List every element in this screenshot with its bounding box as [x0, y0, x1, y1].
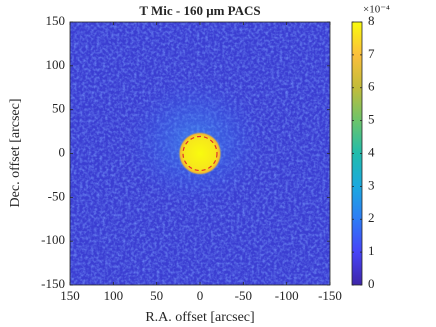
colorbar-tick-label: 4 — [368, 144, 375, 159]
x-axis-label: R.A. offset [arcsec] — [145, 310, 254, 325]
x-tick-label: -100 — [275, 288, 299, 303]
image-core — [178, 131, 222, 176]
x-tick-label: 0 — [197, 288, 204, 303]
colorbar-tick-label: 7 — [368, 46, 375, 61]
y-tick-label: 100 — [46, 57, 66, 72]
colorbar-tick-label: 0 — [368, 276, 375, 291]
colorbar-tick-label: 5 — [368, 112, 375, 127]
colorbar-scale-label: ×10⁻⁴ — [363, 4, 390, 16]
x-tick-label: -150 — [318, 288, 342, 303]
colorbar-tick-label: 6 — [368, 79, 375, 94]
y-tick-label: -150 — [41, 276, 65, 291]
x-tick-label: -50 — [235, 288, 252, 303]
colorbar-tick-label: 2 — [368, 210, 375, 225]
y-axis-label: Dec. offset [arcsec] — [8, 99, 23, 208]
colorbar-tick-label: 8 — [368, 13, 375, 28]
y-tick-label: 0 — [59, 144, 66, 159]
chart-title: T Mic - 160 μm PACS — [139, 3, 260, 18]
x-tick-label: 50 — [150, 288, 163, 303]
colorbar-tick-label: 1 — [368, 243, 375, 258]
y-tick-label: -50 — [48, 188, 65, 203]
colorbar-tick-label: 3 — [368, 177, 375, 192]
y-tick-label: 50 — [52, 101, 65, 116]
y-tick-label: -100 — [41, 232, 65, 247]
x-tick-label: 150 — [60, 288, 80, 303]
heatmap-image — [70, 22, 330, 285]
y-tick-label: 150 — [46, 13, 66, 28]
x-tick-label: 100 — [104, 288, 124, 303]
source-aperture — [182, 135, 218, 172]
